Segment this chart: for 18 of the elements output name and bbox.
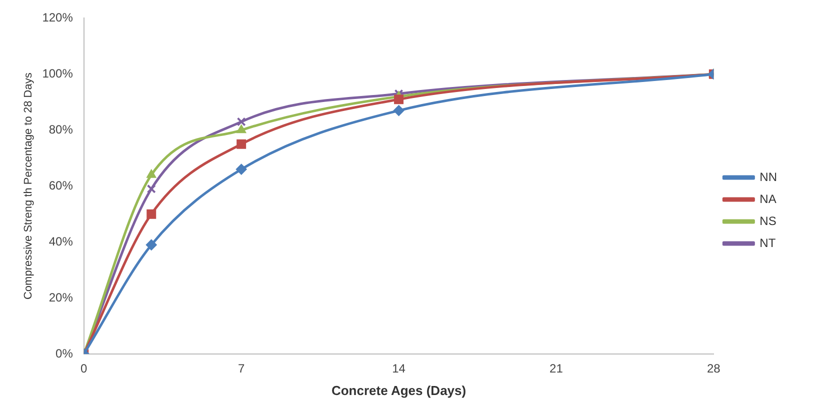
x-tick-label: 0 — [80, 362, 88, 376]
y-tick-label: 60% — [48, 178, 74, 192]
x-tick-label: 7 — [238, 362, 245, 376]
x-tick-label: 21 — [550, 362, 564, 376]
y-tick-label: 20% — [48, 290, 74, 304]
y-tick-label: 0% — [56, 346, 74, 360]
y-tick-label: 80% — [48, 122, 74, 136]
y-axis-title: Compressive Streng th Percentage to 28 Days — [22, 72, 35, 300]
x-axis-title: Concrete Ages (Days) — [331, 382, 466, 398]
y-tick-label: 120% — [42, 10, 74, 25]
legend-label: NS — [760, 214, 776, 228]
x-tick-label: 28 — [706, 362, 721, 376]
y-tick-label: 100% — [42, 66, 74, 80]
legend-label: NA — [760, 192, 776, 206]
legend-label: NN — [760, 170, 778, 184]
x-tick-label: 14 — [392, 362, 406, 376]
y-tick-label: 40% — [48, 234, 74, 248]
legend-label: NT — [760, 236, 776, 250]
